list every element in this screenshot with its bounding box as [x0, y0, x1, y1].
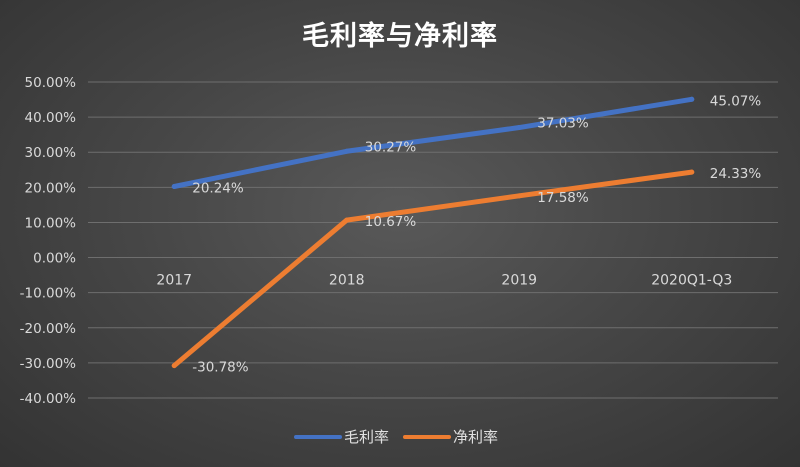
data-point	[344, 217, 350, 223]
legend-label: 毛利率	[344, 428, 389, 446]
y-tick-label: 10.00%	[25, 215, 77, 231]
data-point	[171, 183, 177, 189]
data-point	[516, 125, 522, 131]
y-tick-label: 0.00%	[33, 251, 76, 267]
data-point	[689, 169, 695, 175]
y-tick-label: 40.00%	[25, 110, 77, 126]
y-tick-label: 50.00%	[25, 75, 77, 91]
data-label: 10.67%	[365, 214, 417, 230]
data-label: 17.58%	[537, 190, 589, 206]
data-point	[516, 193, 522, 199]
y-tick-label: -20.00%	[20, 321, 77, 337]
data-label: 24.33%	[710, 166, 762, 182]
data-label: 30.27%	[365, 139, 417, 155]
data-point	[171, 363, 177, 369]
data-label: 45.07%	[710, 93, 762, 109]
legend-label: 净利率	[453, 428, 498, 446]
x-tick-label: 2019	[501, 273, 537, 289]
x-tick-label: 2017	[156, 273, 192, 289]
y-tick-label: 20.00%	[25, 180, 77, 196]
data-point	[344, 148, 350, 154]
y-tick-label: -40.00%	[20, 391, 77, 407]
data-label: 37.03%	[537, 116, 589, 132]
x-tick-label: 2020Q1-Q3	[651, 273, 732, 289]
y-tick-label: -10.00%	[20, 286, 77, 302]
chart-title: 毛利率与净利率	[302, 21, 498, 52]
x-tick-label: 2018	[329, 273, 365, 289]
data-label: 20.24%	[192, 180, 244, 196]
y-tick-label: 30.00%	[25, 145, 77, 161]
data-point	[689, 96, 695, 102]
data-label: -30.78%	[192, 360, 249, 376]
y-tick-label: -30.00%	[20, 356, 77, 372]
series-line-2	[171, 169, 695, 369]
series-line-1	[171, 96, 695, 189]
